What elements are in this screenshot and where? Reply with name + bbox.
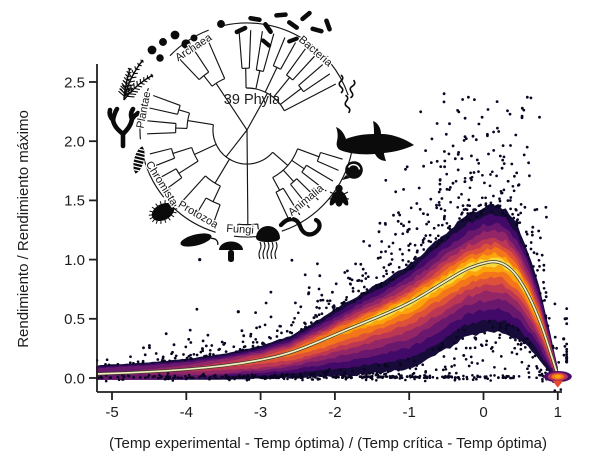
y-tick-label: 0.0 <box>64 370 85 387</box>
axes: 0.0 0.5 1.0 1.5 2.0 2.5 -5 -4 -3 -2 -1 0 1 <box>64 64 562 421</box>
bacillus-icon <box>287 36 299 44</box>
y-tick-label: 0.5 <box>64 311 85 328</box>
bacillus-icon <box>324 18 332 32</box>
coccus-icon <box>159 38 167 46</box>
shark-icon <box>336 121 414 161</box>
clade-bacteria <box>222 22 349 112</box>
bacillus-icon <box>274 12 288 18</box>
coccus-icon <box>181 39 191 49</box>
coccus-icon <box>217 20 225 28</box>
y-tick-label: 1.0 <box>64 252 85 269</box>
fly-icon <box>328 184 350 207</box>
x-tick-label: 1 <box>554 404 562 421</box>
edge-scatter-points <box>96 155 561 380</box>
y-tick-label: 1.5 <box>64 193 85 210</box>
mushroom-icon <box>219 241 243 262</box>
snail-shell-icon <box>342 161 363 180</box>
phylogenetic-tree <box>139 22 353 238</box>
snake-icon <box>278 216 322 237</box>
worm-icon <box>338 74 344 94</box>
fit-curve <box>96 260 560 377</box>
bacillus-icon <box>234 25 248 35</box>
clade-label-chromista: Chromista <box>143 159 180 209</box>
density-ribbon <box>96 257 558 377</box>
cluster-marker <box>552 380 564 388</box>
x-tick-label: -2 <box>328 404 341 421</box>
bacillus-icon <box>300 10 312 22</box>
density-cloud <box>96 92 572 392</box>
bacillus-icon <box>260 38 272 48</box>
coral-icon <box>107 106 141 149</box>
clade-plantae <box>139 87 191 140</box>
ciliate-icon <box>148 200 178 224</box>
phylogeny-inset: 39 Phyla Archaea BacteriaAnimaliaFungiPro… <box>107 10 414 262</box>
coccus-icon <box>190 34 198 42</box>
paramecium-icon <box>180 233 219 247</box>
clade-label-plantae: Plantae <box>135 90 154 129</box>
y-axis-title: Rendimiento / Rendimiento máximo <box>15 110 32 348</box>
phyla-count-label: 39 Phyla <box>224 92 281 108</box>
clade-label-bacteria: Bacteria <box>296 34 335 70</box>
sparse-point <box>562 337 566 341</box>
bacillus-icon <box>263 22 273 34</box>
zero-cluster <box>542 368 572 392</box>
sparse-point <box>198 258 202 262</box>
jellyfish-icon <box>256 226 280 260</box>
fern-icon <box>118 59 154 101</box>
fit-curve-line <box>96 260 559 376</box>
y-tick-label: 2.5 <box>64 74 85 91</box>
sparse-point <box>236 310 240 314</box>
organism-silhouettes <box>107 10 414 262</box>
x-tick-label: -5 <box>105 404 118 421</box>
x-tick-label: -3 <box>254 404 267 421</box>
zero-floor-points <box>97 372 553 383</box>
x-tick-label: 0 <box>479 404 487 421</box>
bacillus-icon <box>248 15 262 23</box>
y-tick-label: 2.0 <box>64 134 85 151</box>
x-tick-label: -4 <box>180 404 193 421</box>
coccus-icon <box>156 54 164 62</box>
bacillus-icon <box>287 20 299 30</box>
clade-label-fungi: Fungi <box>226 223 254 237</box>
x-tick-label: -1 <box>403 404 416 421</box>
sparse-point <box>563 317 567 321</box>
diatom-icon <box>132 146 146 174</box>
worm-icon <box>344 94 351 114</box>
bacillus-icon <box>310 26 324 34</box>
coccus-icon <box>147 45 157 55</box>
x-axis-title: (Temp experimental - Temp óptima) / (Tem… <box>109 435 547 452</box>
coccus-icon <box>170 30 180 40</box>
outlier-points <box>142 92 569 364</box>
worm-icon <box>349 79 356 99</box>
